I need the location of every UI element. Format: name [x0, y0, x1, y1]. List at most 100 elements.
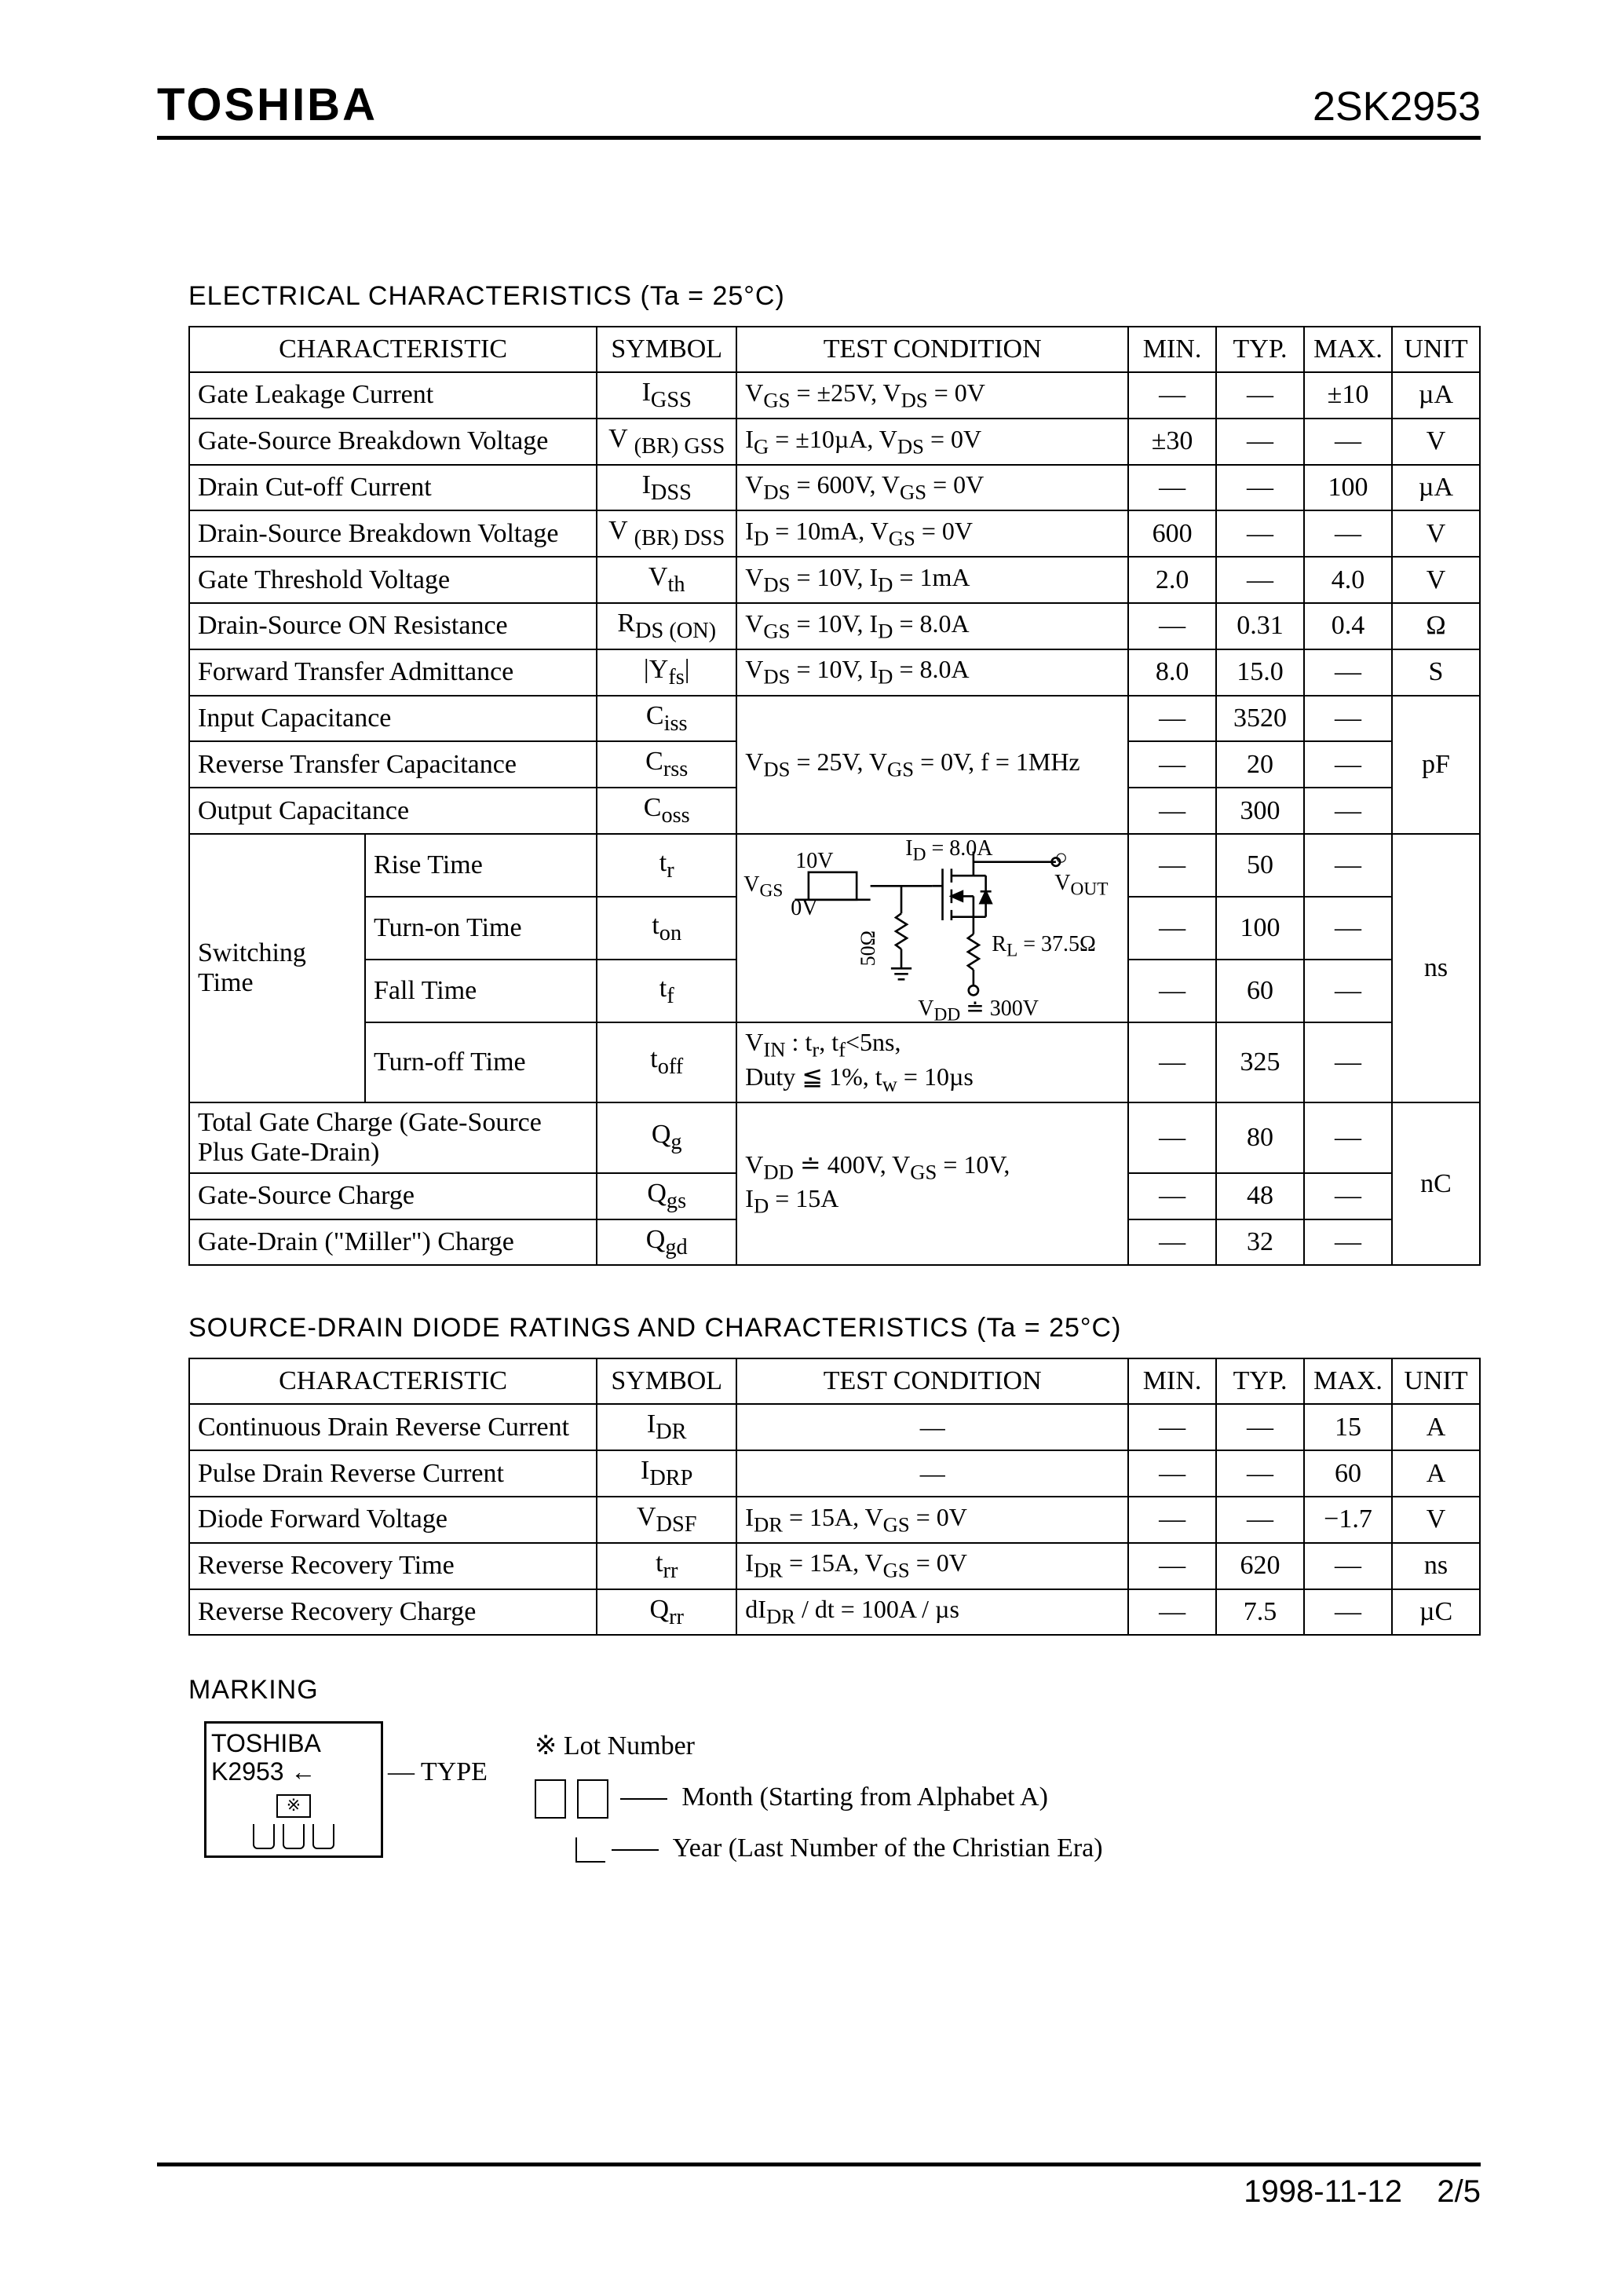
table-cell: 80	[1216, 1102, 1304, 1173]
table-cell: —	[1128, 1022, 1216, 1102]
table-cell: Pulse Drain Reverse Current	[189, 1450, 597, 1497]
col-characteristic: CHARACTERISTIC	[189, 1358, 597, 1404]
table-row: Total Gate Charge (Gate-Source Plus Gate…	[189, 1102, 1480, 1173]
section-title-electrical: ELECTRICAL CHARACTERISTICS (Ta = 25°C)	[188, 281, 1481, 312]
diode-characteristics-table: CHARACTERISTIC SYMBOL TEST CONDITION MIN…	[188, 1358, 1481, 1636]
table-row: Input Capacitance CissVDS = 25V, VGS = 0…	[189, 696, 1480, 742]
table-cell: Drain-Source ON Resistance	[189, 603, 597, 649]
table-cell: V (BR) DSS	[597, 510, 736, 557]
marking-line-brand: TOSHIBA	[211, 1730, 376, 1757]
table-cell: 48	[1216, 1173, 1304, 1219]
table-cell: —	[1304, 419, 1392, 465]
table-cell: dIDR / dt = 100A / µs	[736, 1589, 1128, 1636]
footer-page: 2/5	[1437, 2174, 1481, 2209]
table-cell: —	[1304, 1102, 1392, 1173]
table-cell: —	[1304, 1543, 1392, 1589]
table-row: Pulse Drain Reverse Current IDRP — ——60A	[189, 1450, 1480, 1497]
legend-box-icon	[577, 1779, 608, 1819]
table-header-row: CHARACTERISTIC SYMBOL TEST CONDITION MIN…	[189, 1358, 1480, 1404]
table-cell: V	[1392, 510, 1480, 557]
table-cell: Turn-on Time	[365, 897, 597, 960]
table-cell: ton	[597, 897, 736, 960]
table-cell: A	[1392, 1404, 1480, 1450]
table-cell: ID = 8.0A 10V VGS 0V ○ VOUT RL = 37.5Ω 5…	[736, 834, 1128, 1022]
table-cell: —	[1304, 696, 1392, 742]
table-cell: Gate-Source Breakdown Voltage	[189, 419, 597, 465]
table-cell: —	[1128, 897, 1216, 960]
table-cell: Fall Time	[365, 960, 597, 1022]
table-cell: Qrr	[597, 1589, 736, 1636]
table-cell: VDS = 10V, ID = 8.0A	[736, 649, 1128, 696]
table-row: Forward Transfer Admittance |Yfs| VDS = …	[189, 649, 1480, 696]
col-unit: UNIT	[1392, 327, 1480, 372]
table-cell: Forward Transfer Admittance	[189, 649, 597, 696]
table-cell: RDS (ON)	[597, 603, 736, 649]
pin-icon	[253, 1824, 275, 1849]
footer-date: 1998-11-12	[1244, 2174, 1402, 2209]
table-cell: —	[1128, 1543, 1216, 1589]
table-cell: —	[1216, 465, 1304, 511]
table-row: Gate Leakage Current IGSS VGS = ±25V, VD…	[189, 372, 1480, 419]
table-cell: —	[1128, 372, 1216, 419]
table-cell: —	[1304, 897, 1392, 960]
table-cell: VDS = 10V, ID = 1mA	[736, 557, 1128, 603]
table-cell: IDSS	[597, 465, 736, 511]
table-cell: —	[1128, 1404, 1216, 1450]
table-cell: 2.0	[1128, 557, 1216, 603]
table-cell: VGS = 10V, ID = 8.0A	[736, 603, 1128, 649]
table-cell: —	[1128, 960, 1216, 1022]
col-max: MAX.	[1304, 1358, 1392, 1404]
table-cell: VDS = 600V, VGS = 0V	[736, 465, 1128, 511]
section-title-diode: SOURCE-DRAIN DIODE RATINGS AND CHARACTER…	[188, 1313, 1481, 1344]
table-cell: V	[1392, 1497, 1480, 1543]
col-min: MIN.	[1128, 327, 1216, 372]
table-cell: —	[1128, 465, 1216, 511]
table-cell: —	[1304, 1219, 1392, 1266]
table-cell: —	[1128, 741, 1216, 788]
col-symbol: SYMBOL	[597, 1358, 736, 1404]
table-cell: Coss	[597, 788, 736, 834]
table-cell: —	[1216, 1450, 1304, 1497]
table-cell: |Yfs|	[597, 649, 736, 696]
table-cell: µC	[1392, 1589, 1480, 1636]
table-cell: —	[1304, 1173, 1392, 1219]
table-cell: 3520	[1216, 696, 1304, 742]
table-cell: —	[1304, 834, 1392, 897]
table-cell: IGSS	[597, 372, 736, 419]
table-cell: —	[736, 1450, 1128, 1497]
table-cell: ID = 10mA, VGS = 0V	[736, 510, 1128, 557]
table-cell: 15	[1304, 1404, 1392, 1450]
table-row: Gate Threshold Voltage Vth VDS = 10V, ID…	[189, 557, 1480, 603]
table-cell: V (BR) GSS	[597, 419, 736, 465]
page-header: TOSHIBA 2SK2953	[157, 79, 1481, 140]
table-cell: tr	[597, 834, 736, 897]
table-cell: —	[1128, 834, 1216, 897]
table-cell: —	[736, 1404, 1128, 1450]
table-cell: 300	[1216, 788, 1304, 834]
table-row: Gate-Source Breakdown Voltage V (BR) GSS…	[189, 419, 1480, 465]
table-cell: 20	[1216, 741, 1304, 788]
table-cell: 0.4	[1304, 603, 1392, 649]
table-cell: Qgd	[597, 1219, 736, 1266]
table-cell: IDR = 15A, VGS = 0V	[736, 1497, 1128, 1543]
table-cell: VDSF	[597, 1497, 736, 1543]
table-cell: Gate-Source Charge	[189, 1173, 597, 1219]
table-cell: —	[1304, 1589, 1392, 1636]
table-cell: S	[1392, 649, 1480, 696]
table-cell: —	[1128, 1102, 1216, 1173]
table-cell: —	[1304, 960, 1392, 1022]
table-cell: —	[1216, 510, 1304, 557]
table-cell: Qgs	[597, 1173, 736, 1219]
table-row: Continuous Drain Reverse Current IDR — —…	[189, 1404, 1480, 1450]
table-cell: VGS = ±25V, VDS = 0V	[736, 372, 1128, 419]
table-cell: —	[1128, 1450, 1216, 1497]
col-max: MAX.	[1304, 327, 1392, 372]
table-cell: Drain-Source Breakdown Voltage	[189, 510, 597, 557]
table-cell: 620	[1216, 1543, 1304, 1589]
table-cell: Vth	[597, 557, 736, 603]
table-cell: 60	[1216, 960, 1304, 1022]
table-row: Diode Forward Voltage VDSF IDR = 15A, VG…	[189, 1497, 1480, 1543]
table-cell: Switching Time	[189, 834, 365, 1102]
table-cell: Reverse Recovery Time	[189, 1543, 597, 1589]
table-cell: —	[1216, 1404, 1304, 1450]
